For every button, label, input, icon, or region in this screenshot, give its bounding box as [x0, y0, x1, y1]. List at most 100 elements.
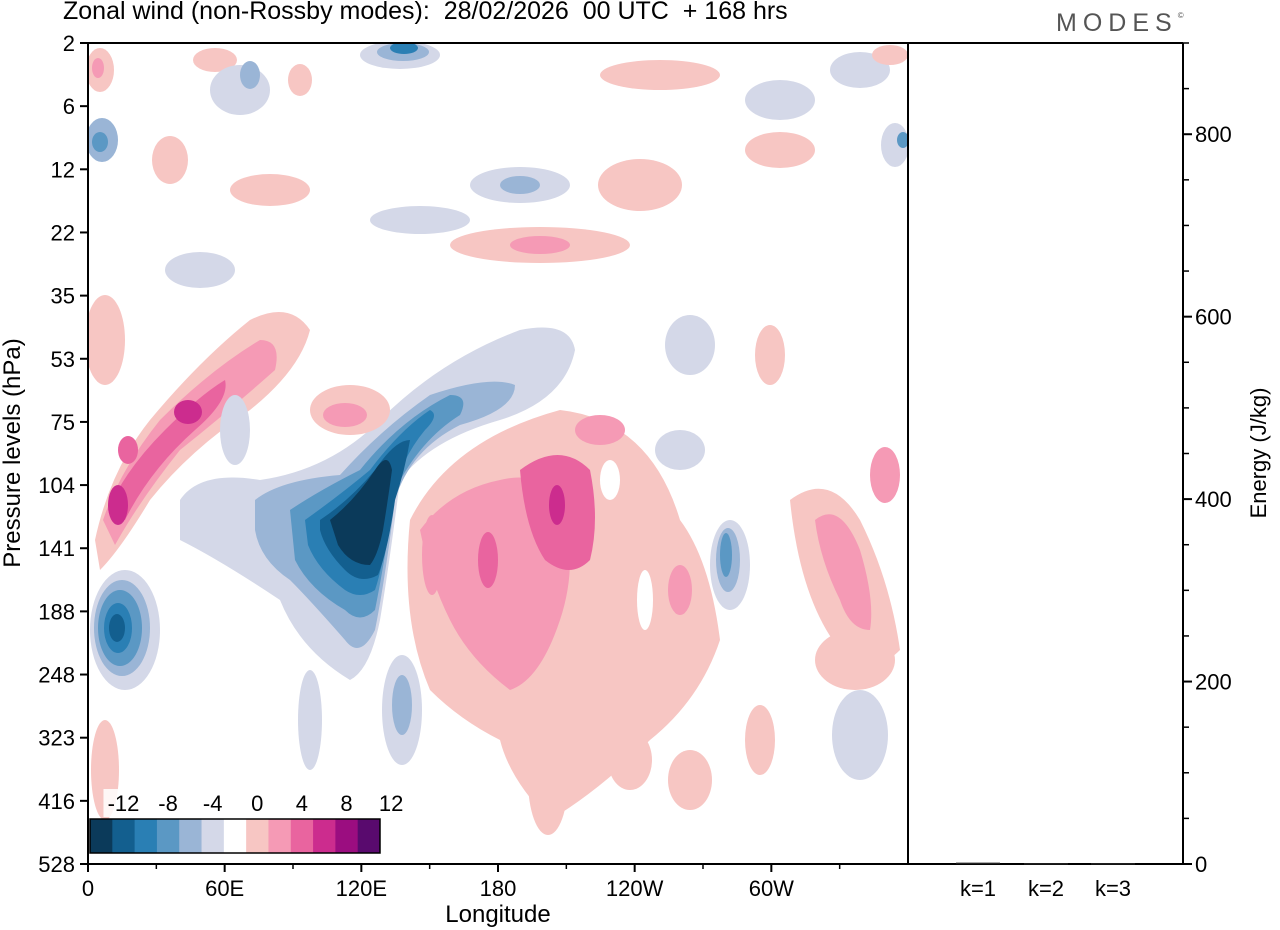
y-tick-label: 528 [38, 852, 75, 877]
positive-band-east [310, 325, 900, 820]
x-tick-label: 60E [205, 876, 244, 901]
colorbar-swatch [90, 819, 113, 853]
contour-patch [598, 159, 682, 211]
colorbar-label: -12 [108, 791, 140, 816]
positive-band-west [88, 295, 310, 570]
y-tick-label: 188 [38, 599, 75, 624]
contour-patch [478, 532, 498, 588]
contour-patch [330, 460, 392, 565]
contour-patch [815, 630, 895, 690]
contour-patch [298, 670, 322, 770]
contour-patch [755, 325, 785, 385]
contour-patch [872, 45, 908, 65]
contour-patch [193, 48, 237, 72]
contour-patch [665, 315, 715, 375]
colorbar-label-bg [326, 789, 367, 817]
x-axis-label: Longitude [445, 901, 550, 928]
colorbar-swatch [290, 819, 314, 853]
contour-patch [897, 132, 908, 148]
negative-cell-west [90, 570, 160, 690]
energy-category-label: k=3 [1095, 876, 1131, 901]
energy-category-label: k=1 [960, 876, 996, 901]
y-tick-label: 53 [51, 347, 75, 372]
modes-logo: MODES© [1056, 9, 1184, 38]
energy-tick-label: 200 [1195, 670, 1232, 695]
zonal-wind-heatmap [87, 42, 909, 865]
contour-patch [668, 750, 712, 810]
contour-patch [510, 236, 570, 254]
logo-mark: © [1177, 11, 1184, 20]
energy-category-label: k=2 [1028, 876, 1064, 901]
contour-patch [745, 132, 815, 168]
y-tick-label: 323 [38, 726, 75, 751]
pressure-axis: 2 6 12 22 35 53 75 104 141 188 248 323 416 528 [38, 31, 88, 877]
energy-tick-label: 0 [1195, 852, 1207, 877]
contour-patch [815, 514, 872, 630]
x-tick-label: 60W [749, 876, 794, 901]
contour-patch [668, 565, 692, 615]
energy-bar [1091, 863, 1135, 865]
contour-patch [92, 58, 104, 78]
contour-patch [575, 415, 625, 445]
colorbar-label: 0 [251, 791, 263, 816]
colorbar-swatch [223, 819, 247, 853]
contour-field [88, 43, 908, 835]
x-tick-label: 120E [336, 876, 387, 901]
contour-patch [240, 61, 260, 89]
y-tick-label: 12 [51, 157, 75, 182]
contour-patch [88, 295, 125, 385]
contour-patch [528, 725, 568, 835]
x-tick-label: 180 [480, 876, 517, 901]
negative-cells-east [220, 315, 888, 780]
y-tick-label: 75 [51, 410, 75, 435]
contour-patch [288, 64, 312, 96]
colorbar-label-bg [281, 789, 322, 817]
colorbar-swatch [268, 819, 292, 853]
contour-patch [370, 206, 470, 234]
contour-patch [549, 485, 565, 525]
contour-patch [220, 395, 250, 465]
contour-patch [392, 675, 412, 735]
contour-patch [745, 705, 775, 775]
energy-axis: 0 200 400 600 800 [1183, 42, 1232, 877]
contour-patch [108, 485, 128, 525]
contour-patch [323, 403, 367, 427]
energy-bar-panel: k=1 k=2 k=3 0 200 400 600 800 [908, 42, 1232, 901]
contour-patch [390, 43, 418, 54]
energy-tick-label: 400 [1195, 487, 1232, 512]
y-tick-label: 2 [63, 31, 75, 56]
contour-patch [655, 430, 705, 470]
energy-bar [1024, 863, 1068, 865]
contour-patch [118, 436, 138, 464]
contour-patch [600, 460, 620, 500]
colorbar-swatch [179, 819, 203, 853]
contour-patch [103, 340, 277, 545]
x-tick-label: 120W [606, 876, 664, 901]
contour-patch [832, 690, 888, 780]
contour-patch [422, 515, 442, 595]
y-tick-label: 22 [51, 220, 75, 245]
y-tick-label: 141 [38, 536, 75, 561]
y-tick-label: 6 [63, 94, 75, 119]
colorbar-label-bg [148, 789, 189, 817]
longitude-axis: 0 60E 120E 180 120W 60W [82, 864, 841, 901]
colorbar-label: -8 [158, 791, 178, 816]
contour-patch [870, 447, 900, 503]
colorbar-label: 4 [296, 791, 308, 816]
colorbar-label-bg [192, 789, 233, 817]
colorbar-swatch [335, 819, 359, 853]
colorbar-label: 12 [379, 791, 403, 816]
chart-title: Zonal wind (non-Rossby modes): 28/02/202… [63, 0, 788, 25]
logo-text: MODES [1056, 9, 1178, 37]
y-tick-label: 416 [38, 789, 75, 814]
contour-patch [165, 252, 235, 288]
energy-axis-label: Energy (J/kg) [1246, 388, 1271, 519]
contour-patch [637, 570, 653, 630]
contour-patch [745, 80, 815, 120]
y-tick-label: 104 [38, 473, 75, 498]
contour-patch [500, 176, 540, 194]
energy-tick-label: 800 [1195, 122, 1232, 147]
contour-patch [109, 614, 125, 642]
contour-patch [230, 174, 310, 206]
energy-bars: k=1 k=2 k=3 [956, 862, 1135, 901]
